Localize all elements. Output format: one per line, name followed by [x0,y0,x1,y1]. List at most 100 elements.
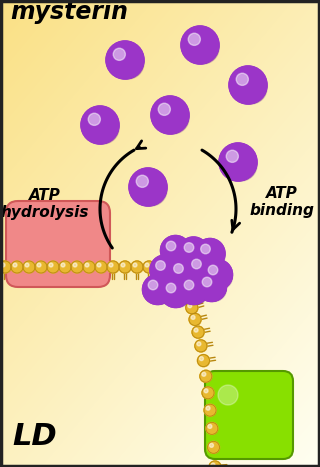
Circle shape [219,143,257,181]
Circle shape [150,255,180,285]
Circle shape [187,32,219,64]
FancyBboxPatch shape [205,371,293,459]
Circle shape [131,261,143,273]
Circle shape [37,263,41,267]
Circle shape [11,261,23,273]
Circle shape [225,149,257,181]
Circle shape [195,239,225,269]
Circle shape [95,261,107,273]
Circle shape [179,275,209,304]
Circle shape [209,461,221,467]
Circle shape [188,304,198,314]
Circle shape [81,106,119,144]
Circle shape [107,261,119,273]
Circle shape [172,269,176,273]
Circle shape [226,150,238,163]
Circle shape [201,244,210,254]
Circle shape [59,261,71,273]
Circle shape [81,106,119,144]
Circle shape [208,425,212,428]
Circle shape [133,263,137,267]
Circle shape [155,260,180,285]
Circle shape [155,261,167,273]
Circle shape [186,254,216,283]
Circle shape [165,282,190,307]
Circle shape [200,370,212,382]
Circle shape [35,261,47,273]
Circle shape [188,304,192,308]
Circle shape [183,241,209,267]
Circle shape [143,261,155,273]
Circle shape [204,404,216,416]
Circle shape [204,389,208,393]
Circle shape [59,261,71,273]
Circle shape [195,239,225,269]
Circle shape [210,443,213,447]
Circle shape [73,263,77,267]
Circle shape [210,443,220,453]
Text: mysterin: mysterin [10,0,128,24]
Circle shape [136,175,148,187]
Circle shape [177,276,187,286]
Circle shape [109,263,113,267]
Circle shape [129,168,167,206]
Circle shape [151,96,189,134]
Circle shape [1,263,11,273]
Circle shape [157,263,167,273]
Circle shape [0,261,11,273]
Circle shape [208,425,218,434]
Circle shape [71,261,83,273]
Circle shape [131,261,143,273]
Circle shape [211,463,221,467]
Circle shape [35,261,47,273]
Circle shape [181,26,219,64]
Circle shape [192,326,204,338]
Circle shape [61,263,65,267]
Circle shape [61,263,71,273]
Circle shape [186,302,198,314]
Circle shape [184,280,194,290]
Circle shape [197,354,210,367]
Circle shape [97,263,101,267]
Circle shape [179,282,191,294]
Circle shape [219,143,257,181]
Circle shape [202,387,214,399]
Circle shape [207,441,220,453]
Circle shape [195,340,207,352]
Circle shape [121,263,131,273]
Circle shape [191,315,201,325]
Circle shape [168,258,198,288]
Circle shape [196,271,227,302]
Circle shape [206,406,216,416]
Circle shape [25,263,35,273]
Circle shape [203,260,233,290]
Circle shape [236,73,248,85]
Circle shape [119,261,131,273]
Text: LD: LD [12,422,57,451]
Circle shape [189,313,201,325]
Circle shape [142,275,172,304]
Circle shape [184,243,194,252]
Circle shape [172,269,182,279]
Circle shape [150,255,180,285]
Circle shape [113,48,125,60]
Circle shape [190,258,216,283]
Circle shape [112,47,144,79]
Circle shape [95,261,107,273]
Circle shape [97,263,107,273]
Circle shape [179,237,209,267]
Circle shape [179,237,209,267]
Circle shape [186,302,198,314]
Circle shape [202,372,212,382]
Circle shape [199,357,210,367]
Circle shape [171,267,182,279]
Polygon shape [15,207,100,277]
Circle shape [49,263,59,273]
Circle shape [142,275,172,304]
Circle shape [83,261,95,273]
Circle shape [197,342,201,346]
Circle shape [175,274,187,286]
Circle shape [180,284,191,294]
Circle shape [0,261,11,273]
Circle shape [183,279,209,304]
